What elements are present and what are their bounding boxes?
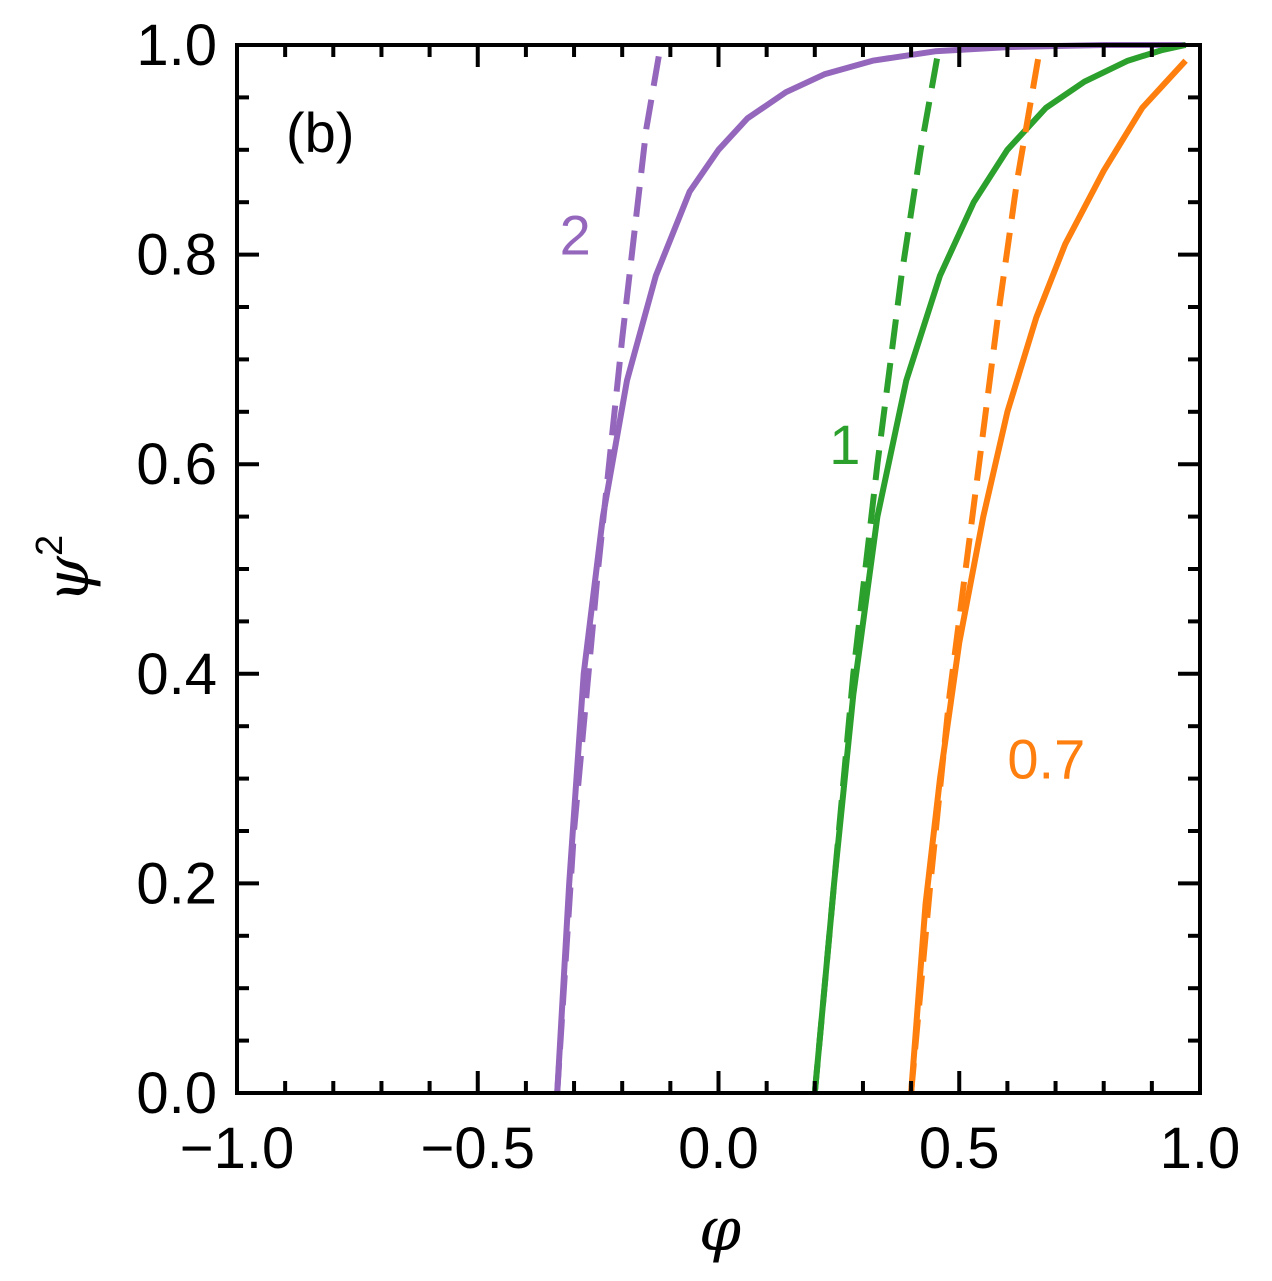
- series-1-dashed-line: [811, 54, 941, 1094]
- series-1-solid-line: [811, 42, 1187, 1094]
- ticks-layer: [235, 43, 1202, 1095]
- tick-labels-layer: −1.0 −0.5 0.0 0.5 1.0 0.0 0.2 0.4 0.6 0.8 1.0: [136, 13, 1240, 1181]
- x-axis-label: φ: [699, 1195, 741, 1265]
- series-0_7-solid-line: [908, 58, 1188, 1094]
- y-tick-label: 0.8: [136, 223, 217, 288]
- series-2-dashed-line: [554, 44, 664, 1094]
- curve-labels-layer: 210.7: [560, 204, 1086, 791]
- x-tick-label: −0.5: [421, 1116, 536, 1181]
- curve-label-2: 2: [560, 204, 591, 267]
- curve-label-0_7: 0.7: [1007, 728, 1085, 791]
- x-tick-label: 1.0: [1160, 1116, 1241, 1181]
- y-tick-label: 1.0: [136, 13, 217, 78]
- y-axis-label-symbol: ψ: [33, 555, 103, 603]
- panel-label: (b): [286, 101, 354, 164]
- y-axis-label: ψ2: [29, 535, 103, 603]
- y-tick-label: 0.4: [136, 642, 217, 707]
- x-tick-label: 0.0: [678, 1116, 759, 1181]
- curves-layer: [554, 42, 1188, 1094]
- series-0_7-dashed-line: [908, 54, 1042, 1094]
- y-tick-label: 0.2: [136, 851, 217, 916]
- curve-label-1: 1: [829, 413, 860, 476]
- y-tick-label: 0.6: [136, 432, 217, 497]
- y-tick-label: 0.0: [136, 1061, 217, 1126]
- x-tick-label: −1.0: [180, 1116, 295, 1181]
- y-axis-label-superscript: 2: [29, 535, 71, 556]
- plot-frame: [235, 43, 1202, 1095]
- x-tick-label: 0.5: [919, 1116, 1000, 1181]
